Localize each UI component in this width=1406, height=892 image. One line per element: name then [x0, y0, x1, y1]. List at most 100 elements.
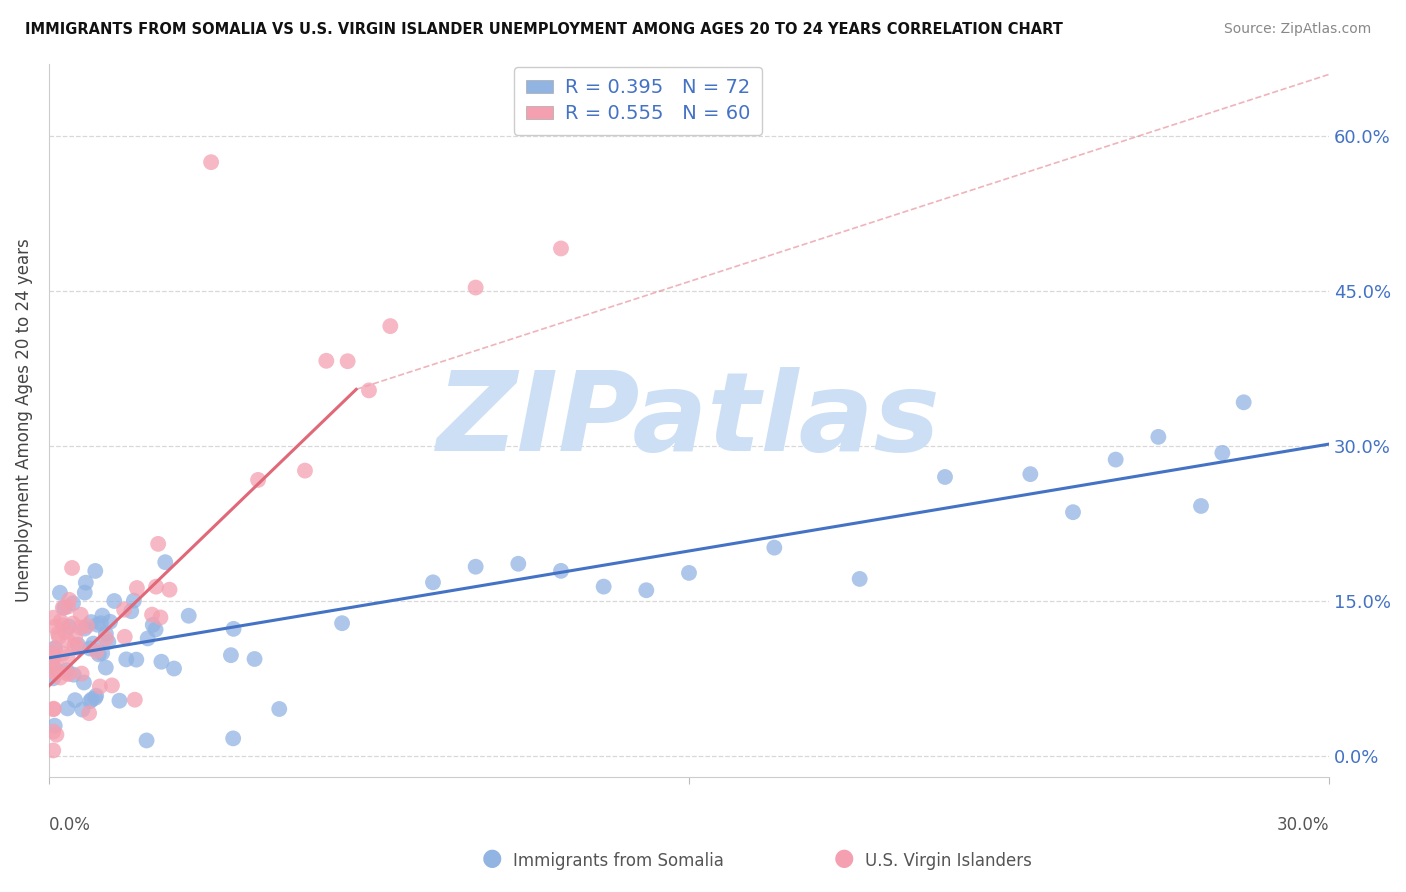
Point [142, 618, 165, 632]
Point [120, 604, 142, 618]
Point [80, 692, 103, 706]
Point [76, 619, 98, 633]
Point [98, 615, 121, 629]
Point [52, 600, 75, 615]
Point [62, 667, 84, 681]
Point [51, 647, 73, 661]
Point [122, 593, 145, 607]
Point [112, 603, 135, 617]
Point [55, 664, 77, 678]
Point [44, 660, 66, 674]
Point [44, 719, 66, 733]
Point [79, 694, 101, 708]
Point [1062, 505, 1084, 519]
Point [89, 680, 111, 694]
Point [45, 728, 67, 742]
Point [56, 634, 79, 648]
Point [69, 621, 91, 635]
Point [101, 678, 124, 692]
Point [1211, 446, 1233, 460]
Point [48, 630, 70, 644]
Point [115, 652, 138, 666]
Point [678, 566, 700, 580]
Point [91, 646, 114, 660]
Point [508, 557, 530, 571]
Point [550, 564, 572, 578]
Point [42, 650, 65, 665]
Point [146, 537, 169, 551]
Point [58, 667, 80, 681]
Point [53, 624, 76, 639]
Point [45, 666, 67, 681]
Point [56, 599, 79, 614]
Point [52, 618, 75, 632]
Point [97, 635, 120, 649]
Point [222, 622, 245, 636]
Point [63, 638, 86, 652]
Point [90, 616, 112, 631]
Point [636, 583, 658, 598]
Point [145, 623, 167, 637]
Text: IMMIGRANTS FROM SOMALIA VS U.S. VIRGIN ISLANDER UNEMPLOYMENT AMONG AGES 20 TO 24: IMMIGRANTS FROM SOMALIA VS U.S. VIRGIN I… [25, 22, 1063, 37]
Point [42, 651, 65, 665]
Point [763, 541, 786, 555]
Point [94, 632, 117, 646]
Point [336, 354, 359, 368]
Point [69, 607, 91, 622]
Point [42, 724, 65, 739]
Point [63, 693, 86, 707]
Text: Source: ZipAtlas.com: Source: ZipAtlas.com [1223, 22, 1371, 37]
Point [125, 581, 148, 595]
Point [66, 638, 89, 652]
Text: ●: ● [834, 846, 853, 870]
Point [58, 592, 80, 607]
Point [464, 280, 486, 294]
Legend: R = 0.395   N = 72, R = 0.555   N = 60: R = 0.395 N = 72, R = 0.555 N = 60 [515, 67, 762, 135]
Point [315, 353, 337, 368]
Point [848, 572, 870, 586]
Point [380, 319, 402, 334]
Point [1147, 430, 1170, 444]
Point [200, 155, 222, 169]
Point [70, 666, 93, 681]
Point [464, 559, 486, 574]
Point [94, 660, 117, 674]
Point [159, 582, 181, 597]
Point [934, 470, 956, 484]
Point [84, 689, 107, 703]
Point [592, 580, 614, 594]
Point [243, 652, 266, 666]
Point [247, 473, 270, 487]
Text: U.S. Virgin Islanders: U.S. Virgin Islanders [865, 852, 1032, 870]
Point [150, 655, 173, 669]
Point [44, 642, 66, 657]
Point [177, 608, 200, 623]
Point [42, 664, 65, 678]
Point [44, 640, 66, 655]
Point [55, 665, 77, 680]
Point [82, 637, 104, 651]
Point [294, 464, 316, 478]
Point [75, 575, 97, 590]
Point [49, 671, 72, 685]
Point [330, 616, 353, 631]
Point [125, 653, 148, 667]
Point [44, 619, 66, 633]
Point [67, 640, 90, 655]
Point [63, 631, 86, 645]
Point [135, 733, 157, 747]
Point [219, 648, 242, 662]
Point [58, 619, 80, 633]
Point [103, 594, 125, 608]
Point [155, 555, 177, 569]
Point [1189, 499, 1212, 513]
Point [79, 641, 101, 656]
Text: Immigrants from Somalia: Immigrants from Somalia [513, 852, 724, 870]
Point [73, 622, 96, 636]
Point [49, 586, 72, 600]
Point [86, 617, 108, 632]
Point [46, 626, 69, 640]
Point [269, 702, 291, 716]
Point [108, 694, 131, 708]
Point [42, 647, 65, 661]
